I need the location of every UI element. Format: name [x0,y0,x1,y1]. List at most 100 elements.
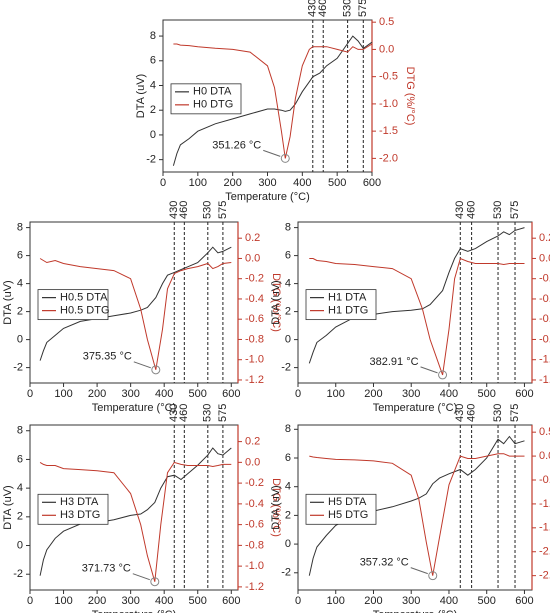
y-axis-label: DTA (uV) [2,280,14,324]
peak-marker [151,365,161,375]
reference-label: 460 [466,404,478,422]
y-tick-label: 6 [285,250,291,262]
y2-tick-label: -0.2 [245,273,264,285]
annotation-arrow [133,361,151,369]
x-tick-label: 0 [160,177,166,189]
legend-label: H0.5 DTG [60,305,110,317]
y2-tick-label: -0.6 [539,313,550,325]
x-tick-label: 400 [155,595,173,607]
legend-label: H0 DTA [193,86,232,98]
y-tick-label: 8 [17,222,23,234]
x-axis-label: Temperature (°C) [225,191,309,203]
x-tick-label: 0 [27,595,33,607]
y2-tick-label: 0.5 [539,426,550,438]
y-tick-label: 0 [17,539,23,551]
y-tick-label: -2 [281,567,291,579]
y-tick-label: 2 [285,306,291,318]
legend-label: H0 DTG [193,99,233,111]
x-tick-label: 500 [328,177,346,189]
y-tick-label: -2 [13,362,23,374]
y2-tick-label: -1.5 [539,522,550,534]
annotation: 371.73 °C [82,563,131,575]
reference-label: 460 [317,0,329,17]
y2-tick-label: 0.0 [539,450,550,462]
y-tick-label: 8 [150,30,156,42]
y2-tick-label: -0.4 [245,498,264,510]
legend-box [170,83,242,115]
x-axis-label: Temperature (°C) [92,609,176,613]
x-tick-label: 600 [363,177,381,189]
y2-tick-label: -0.2 [245,477,264,489]
y2-tick-label: -0.6 [245,313,264,325]
reference-label: 575 [217,404,229,422]
peak-marker [438,370,448,380]
reference-label: 575 [509,201,521,219]
x-tick-label: 500 [189,595,207,607]
y2-tick-label: -1.5 [379,125,398,137]
legend-label: H0.5 DTA [60,292,108,304]
y2-tick-label: -2.0 [379,152,398,164]
y-tick-label: 0 [285,334,291,346]
y2-tick-label: -1.0 [245,560,264,572]
y-tick-label: 2 [17,511,23,523]
y-tick-label: 4 [150,79,156,91]
x-tick-label: 0 [295,595,301,607]
x-tick-label: 400 [440,388,458,400]
y-tick-label: 8 [285,423,291,435]
y2-tick-label: -0.8 [245,333,264,345]
y-axis-label: DTA (uV) [270,280,282,324]
peak-marker [150,577,160,587]
peak-marker [428,571,438,581]
peak-marker [280,153,290,163]
reference-label: 530 [202,404,214,422]
series-line [39,447,232,576]
legend-box [37,289,109,321]
x-tick-label: 600 [222,388,240,400]
series-line [173,43,373,159]
series-line [308,435,525,576]
x-tick-label: 600 [515,595,533,607]
reference-label: 430 [307,0,319,17]
y-tick-label: 4 [17,482,23,494]
x-tick-label: 500 [478,595,496,607]
y-tick-label: 4 [285,481,291,493]
y2-tick-label: -2.0 [539,546,550,558]
y-tick-label: -2 [146,154,156,166]
y2-tick-label: -1.0 [379,98,398,110]
x-tick-label: 200 [364,595,382,607]
y-tick-label: 6 [17,453,23,465]
y-axis-label: DTA (uV) [2,485,14,529]
reference-label: 430 [168,201,180,219]
y2-tick-label: -1.0 [539,354,550,366]
legend-label: H3 DTG [60,509,100,521]
annotation-arrow [132,573,150,581]
y2-tick-label: -2.5 [539,570,550,582]
y2-tick-label: 0.0 [245,456,260,468]
y-tick-label: 8 [17,425,23,437]
y2-tick-label: -0.4 [245,293,264,305]
y-tick-label: 0 [17,334,23,346]
legend-box [37,493,109,525]
x-tick-label: 400 [155,388,173,400]
reference-label: 430 [168,404,180,422]
reference-label: 460 [178,201,190,219]
legend-label: H5 DTG [328,509,368,521]
x-tick-label: 100 [189,177,207,189]
y2-tick-label: -0.2 [539,273,550,285]
reference-label: 430 [454,201,466,219]
y2-tick-label: 0.2 [539,232,550,244]
x-tick-label: 200 [88,595,106,607]
x-tick-label: 100 [54,388,72,400]
y2-axis-label: DTG (%/°C) [270,478,282,537]
annotation: 375.35 °C [83,351,132,363]
y-axis-label: DTA (uV) [270,485,282,529]
legend-box [305,493,377,525]
y2-tick-label: 0.2 [245,232,260,244]
legend-label: H5 DTA [328,496,367,508]
legend-label: H1 DTG [328,305,368,317]
x-tick-label: 100 [327,595,345,607]
series-line [172,35,373,166]
reference-label: 460 [466,201,478,219]
legend-label: H1 DTA [328,292,367,304]
